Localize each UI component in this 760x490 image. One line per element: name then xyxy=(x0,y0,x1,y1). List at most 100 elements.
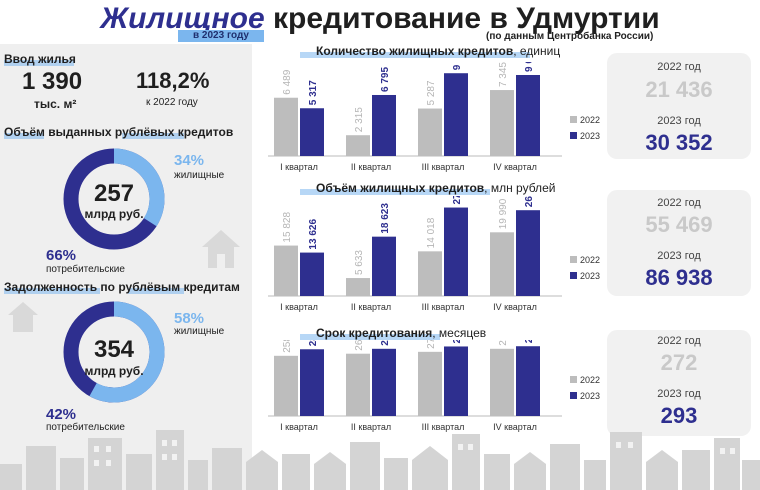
issued-title-underline-1 xyxy=(4,133,44,139)
data-label-2023: 298 xyxy=(452,340,463,343)
issued-center-value: 257 xyxy=(93,180,135,207)
data-label-2022: 275 xyxy=(426,340,437,349)
data-label-2022: 14 018 xyxy=(426,217,437,248)
volume-title-underline xyxy=(300,189,490,195)
bar-2023 xyxy=(516,210,540,296)
legend-swatch xyxy=(570,132,577,139)
issued-housing-pct: 34% xyxy=(174,152,205,169)
bar-2022 xyxy=(490,232,514,296)
debt-donut-chart xyxy=(63,301,165,403)
bar-2023 xyxy=(444,73,468,156)
volume-summary-box: 2022 год 55 469 2023 год 86 938 xyxy=(607,190,751,296)
issued-center-unit: млрд руб. xyxy=(84,207,144,221)
bar-2023 xyxy=(444,207,468,296)
debt-housing-label: жилищные xyxy=(174,326,225,337)
debt-center-value: 354 xyxy=(93,336,135,363)
legend-swatch xyxy=(570,116,577,123)
data-label-2022: 258 xyxy=(282,340,293,353)
legend-label: 2023 xyxy=(580,391,600,401)
issued-consumer-label: потребительские xyxy=(46,264,125,275)
volume-bar-chart: 15 828 13 626 I квартал 5 633 18 623 II кварт… xyxy=(268,196,600,312)
data-label-2022: 19 990 xyxy=(498,198,509,229)
term-title-underline xyxy=(300,334,440,340)
data-label-2022: 5 633 xyxy=(354,250,365,275)
house-icon xyxy=(8,302,38,332)
house-icon xyxy=(202,230,240,268)
term-summary-2022-value: 272 xyxy=(660,350,698,375)
bar-2022 xyxy=(346,278,370,296)
count-bar-chart: 6 489 5 317 I квартал 2 315 6 795 II квартал 5… xyxy=(268,62,600,172)
data-label-2023: 9 219 xyxy=(452,62,463,70)
debt-title: Задолженность по рублёвым кредитам xyxy=(4,280,240,294)
data-label-2023: 288 xyxy=(380,340,391,346)
bar-2023 xyxy=(300,349,324,416)
bar-2022 xyxy=(346,353,370,416)
bar-2022 xyxy=(274,355,298,416)
data-label-2022: 2 315 xyxy=(354,107,365,132)
legend-swatch xyxy=(570,392,577,399)
count-summary-2022-value: 21 436 xyxy=(645,77,713,102)
data-label-2022: 5 287 xyxy=(426,80,437,105)
data-label-2022: 15 828 xyxy=(282,212,293,243)
data-label-2023: 6 795 xyxy=(380,67,391,92)
category-label: III квартал xyxy=(422,162,465,172)
category-label: II квартал xyxy=(351,162,391,172)
data-label-2022: 267 xyxy=(354,340,365,351)
debt-title-underline-1 xyxy=(4,288,100,294)
issued-title-part: рублёвых xyxy=(114,125,175,139)
volume-summary-2023-label: 2023 год xyxy=(657,250,701,262)
legend-label: 2022 xyxy=(580,375,600,385)
data-label-2023: 27 762 xyxy=(452,196,463,205)
count-chart-title-unit: , единиц xyxy=(513,44,561,58)
issued-title: Объём выданных рублёвых кредитов xyxy=(4,125,233,139)
housing-growth-label: к 2022 году xyxy=(146,97,198,108)
legend-swatch xyxy=(570,256,577,263)
volume-chart-title-unit: , млн рублей xyxy=(484,181,556,195)
legend-label: 2022 xyxy=(580,255,600,265)
count-chart-title: Количество жилищных кредитов, единиц xyxy=(316,44,560,58)
term-summary-2022-label: 2022 год xyxy=(657,335,701,347)
data-label-2023: 13 626 xyxy=(308,219,319,250)
term-chart-title: Срок кредитования, месяцев xyxy=(316,326,486,340)
volume-summary-2023-value: 86 938 xyxy=(645,265,713,290)
source-note: (по данным Центробанка России) xyxy=(486,31,654,42)
count-title-underline xyxy=(300,52,530,58)
debt-title-part: Задолженность xyxy=(4,280,98,294)
debt-title-part: по xyxy=(97,280,119,294)
year-badge: в 2023 году xyxy=(178,30,264,42)
issued-donut-chart xyxy=(63,148,165,250)
category-label: I квартал xyxy=(280,302,318,312)
bar-2022 xyxy=(418,108,442,156)
term-summary-2023-label: 2023 год xyxy=(657,388,701,400)
data-label-2023: 18 623 xyxy=(380,203,391,234)
volume-summary-2022-value: 55 469 xyxy=(645,212,713,237)
data-label-2023: 299 xyxy=(524,340,535,343)
housing-growth: 118,2% xyxy=(136,68,210,93)
category-label: III квартал xyxy=(422,422,465,432)
bar-2023 xyxy=(372,94,396,156)
data-label-2023: 26 927 xyxy=(524,196,535,207)
issued-title-part: кредитов xyxy=(174,125,234,139)
count-summary-2022-label: 2022 год xyxy=(657,61,701,73)
legend-swatch xyxy=(570,272,577,279)
legend-label: 2023 xyxy=(580,131,600,141)
housing-value: 1 390 xyxy=(22,68,83,95)
bar-2023 xyxy=(300,108,324,156)
category-label: I квартал xyxy=(280,162,318,172)
data-label-2023: 286 xyxy=(308,340,319,346)
issued-consumer-pct: 66% xyxy=(46,247,77,264)
bar-2022 xyxy=(418,351,442,416)
data-label-2023: 9 021 xyxy=(524,62,535,72)
volume-chart-title: Объём жилищных кредитов, млн рублей xyxy=(316,181,555,195)
count-summary-2023-value: 30 352 xyxy=(645,130,713,155)
bar-2023 xyxy=(516,346,540,416)
debt-consumer-label: потребительские xyxy=(46,422,125,433)
bar-2022 xyxy=(490,348,514,416)
category-label: II квартал xyxy=(351,422,391,432)
term-chart-title-unit: , месяцев xyxy=(432,326,487,340)
data-label-2022: 288 xyxy=(498,340,509,346)
term-summary-2023-value: 293 xyxy=(660,403,698,428)
bar-2022 xyxy=(490,90,514,156)
volume-summary-2022-label: 2022 год xyxy=(657,197,701,209)
page-title: Жилищное кредитование в Удмуртии xyxy=(0,2,760,36)
